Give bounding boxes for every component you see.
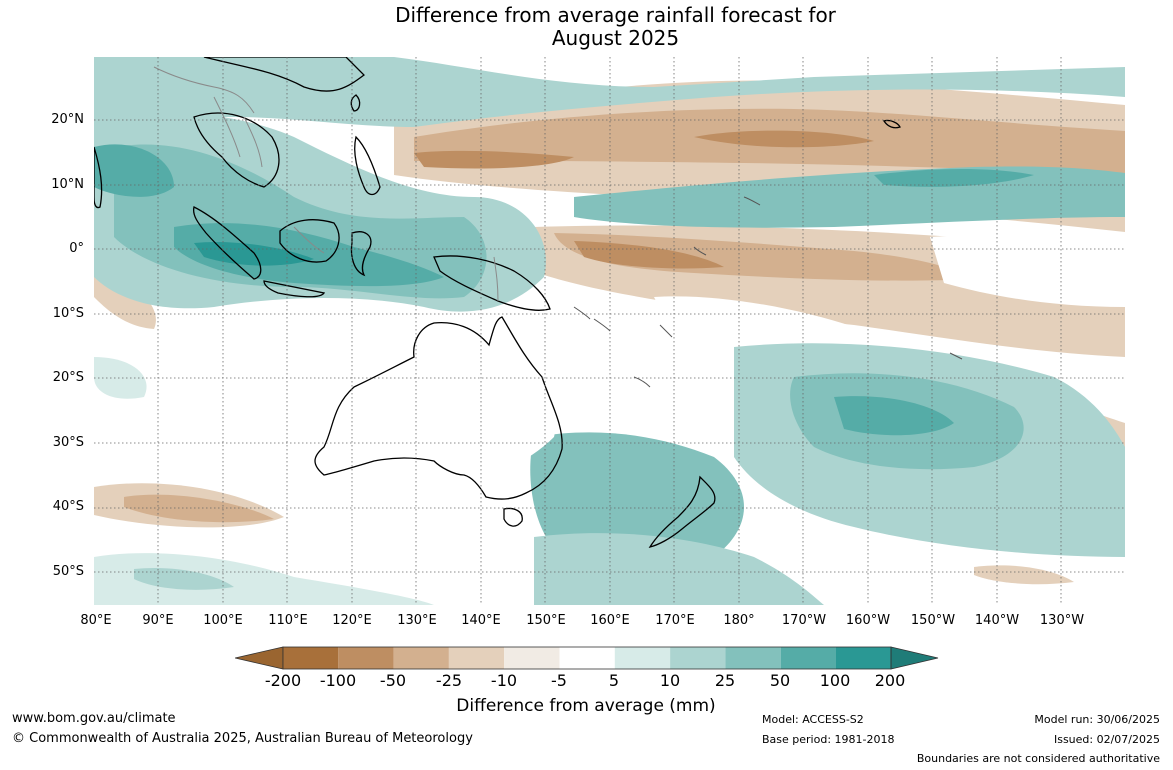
lon-label-150w: 150°W xyxy=(910,613,956,628)
colorbar-outline xyxy=(282,646,892,670)
philippines-coastline xyxy=(354,135,381,196)
colorbar-tick-2: -100 xyxy=(319,671,357,690)
lat-label-20s: 20°S xyxy=(52,370,84,385)
colorbar-swatch-3 xyxy=(393,647,449,669)
model-text: Model: ACCESS-S2 xyxy=(762,713,864,726)
lon-label-170w: 170°W xyxy=(781,613,827,628)
colorbar-tick-8: 10 xyxy=(659,671,681,690)
colorbar-tick-3: -50 xyxy=(379,671,407,690)
lat-label-40s: 40°S xyxy=(52,499,84,514)
lon-label-120e: 120°E xyxy=(332,613,372,628)
copyright-text: © Commonwealth of Australia 2025, Austra… xyxy=(12,731,473,746)
lat-label-equator: 0° xyxy=(69,241,84,256)
issued-text: Issued: 02/07/2025 xyxy=(1053,733,1160,746)
colorbar-tick-4: -25 xyxy=(435,671,463,690)
colorbar-tick-7: 5 xyxy=(608,671,620,690)
boundaries-disclaimer: Boundaries are not considered authoritat… xyxy=(916,752,1160,765)
colorbar-under-triangle xyxy=(235,646,284,670)
colorbar-swatch-5 xyxy=(504,647,560,669)
base-period-text: Base period: 1981-2018 xyxy=(762,733,895,746)
lat-label-10n: 10°N xyxy=(51,177,84,192)
lon-label-160w: 160°W xyxy=(845,613,891,628)
lat-label-10s: 10°S xyxy=(52,306,84,321)
asia-coastline xyxy=(203,57,365,92)
lat-label-30s: 30°S xyxy=(52,435,84,450)
colorbar-over-triangle xyxy=(890,646,939,670)
lon-label-160e: 160°E xyxy=(590,613,630,628)
colorbar-swatch-7 xyxy=(614,647,671,669)
borneo-coastline xyxy=(279,219,340,263)
colorbar-swatch-10 xyxy=(780,647,836,669)
colorbar-swatch-4 xyxy=(448,647,505,669)
country-borders xyxy=(153,66,499,302)
pacific-islands xyxy=(573,196,963,388)
new-guinea-coastline xyxy=(433,255,551,311)
coastlines xyxy=(94,57,901,549)
lon-label-140w: 140°W xyxy=(974,613,1020,628)
lon-label-130w: 130°W xyxy=(1039,613,1085,628)
lon-label-110e: 110°E xyxy=(268,613,308,628)
colorbar-tick-12: 200 xyxy=(874,671,906,690)
rainfall-anomaly-map xyxy=(94,57,1125,605)
map-canvas xyxy=(94,57,1125,605)
colorbar-swatch-6 xyxy=(559,647,615,669)
colorbar-swatch-9 xyxy=(725,647,781,669)
colorbar-swatch-1 xyxy=(283,647,339,669)
lon-label-150e: 150°E xyxy=(526,613,566,628)
lat-label-50s: 50°S xyxy=(52,564,84,579)
australia-coastline xyxy=(314,316,563,500)
model-run-text: Model run: 30/06/2025 xyxy=(1034,713,1160,726)
title-line-2: August 2025 xyxy=(551,26,680,50)
lon-label-140e: 140°E xyxy=(461,613,501,628)
sumatra-coastline xyxy=(192,206,262,280)
colorbar-tick-11: 100 xyxy=(819,671,851,690)
colorbar-swatch-2 xyxy=(338,647,394,669)
lon-label-80e: 80°E xyxy=(80,613,112,628)
colorbar xyxy=(235,646,939,670)
colorbar-swatch-11 xyxy=(836,647,891,669)
website-link[interactable]: www.bom.gov.au/climate xyxy=(12,711,176,726)
title-line-1: Difference from average rainfall forecas… xyxy=(395,3,836,27)
lat-label-20n: 20°N xyxy=(51,112,84,127)
graticule xyxy=(94,57,1125,605)
near-normal-regions xyxy=(314,236,1125,481)
new-zealand-coastline xyxy=(648,475,716,549)
java-coastline xyxy=(263,280,326,298)
lon-label-180: 180° xyxy=(723,613,755,628)
colorbar-tick-6: -5 xyxy=(551,671,567,690)
lon-label-90e: 90°E xyxy=(142,613,174,628)
colorbar-label: Difference from average (mm) xyxy=(456,696,716,716)
india-coastline xyxy=(94,146,103,209)
indochina-coastline xyxy=(193,112,280,188)
colorbar-tick-10: 50 xyxy=(769,671,791,690)
map-title: Difference from average rainfall forecas… xyxy=(0,4,1173,50)
taiwan-coastline xyxy=(350,94,361,112)
lon-label-100e: 100°E xyxy=(203,613,243,628)
colorbar-swatch-8 xyxy=(670,647,726,669)
lon-label-130e: 130°E xyxy=(397,613,437,628)
tasmania-coastline xyxy=(503,507,523,527)
colorbar-tick-5: -10 xyxy=(490,671,518,690)
lon-label-170e: 170°E xyxy=(655,613,695,628)
colorbar-tick-9: 25 xyxy=(714,671,736,690)
sulawesi-coastline xyxy=(350,231,372,277)
hawaii-coastline xyxy=(882,119,901,129)
colorbar-tick-1: -200 xyxy=(264,671,302,690)
